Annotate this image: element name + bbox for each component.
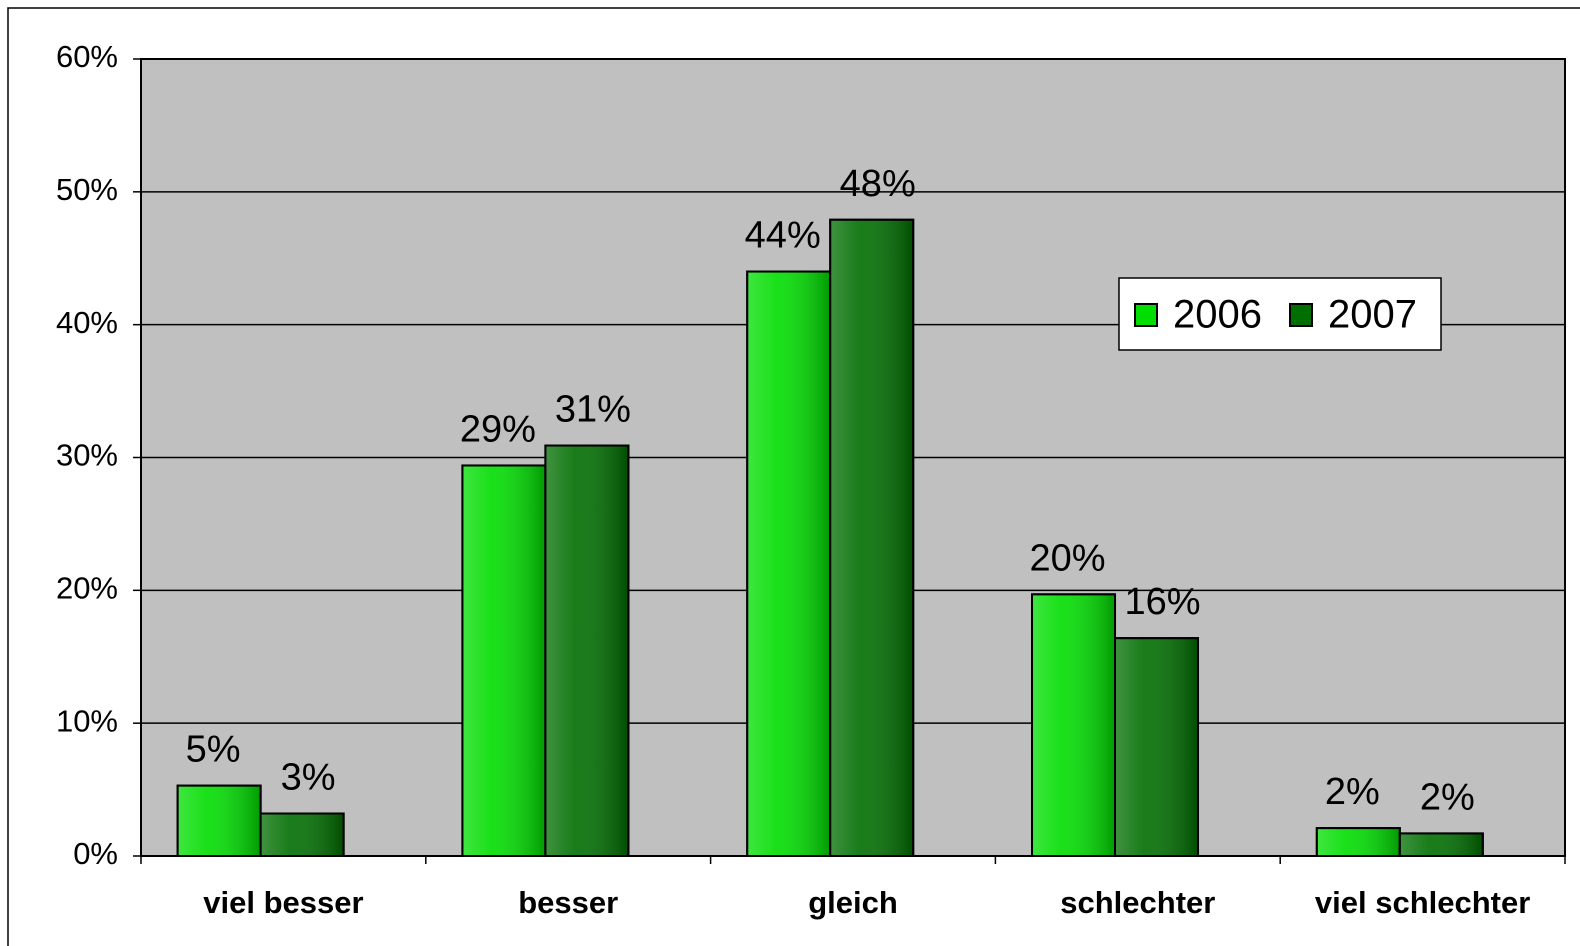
value-label: 2% xyxy=(1325,771,1380,813)
y-tick-label: 50% xyxy=(56,172,118,207)
y-tick-label: 60% xyxy=(56,39,118,74)
x-tick-label: besser xyxy=(518,885,618,920)
bar-shade xyxy=(1398,832,1484,858)
bar-shade xyxy=(544,444,630,857)
value-label: 2% xyxy=(1420,776,1475,818)
y-tick-label: 40% xyxy=(56,305,118,340)
value-label: 48% xyxy=(840,163,916,205)
y-tick-label: 20% xyxy=(56,571,118,606)
value-label: 5% xyxy=(186,729,241,771)
bar-shade xyxy=(746,270,832,857)
value-label: 44% xyxy=(745,215,821,257)
bar-shade xyxy=(1031,593,1117,858)
y-tick-label: 0% xyxy=(73,836,118,871)
frame xyxy=(7,7,1580,946)
x-tick-label: gleich xyxy=(808,885,898,920)
y-tick-label: 10% xyxy=(56,703,118,738)
value-label: 31% xyxy=(555,389,631,431)
value-label: 3% xyxy=(281,757,336,799)
legend-swatch xyxy=(1134,303,1158,327)
value-label: 20% xyxy=(1029,537,1105,579)
x-tick-label: viel schlechter xyxy=(1315,885,1530,920)
bar-shade xyxy=(829,218,915,857)
legend-label: 2006 xyxy=(1173,293,1262,337)
bar-shade xyxy=(461,464,547,857)
value-label: 16% xyxy=(1124,581,1200,623)
value-label: 29% xyxy=(460,409,536,451)
x-tick-label: viel besser xyxy=(203,885,363,920)
bar-shade xyxy=(1114,637,1200,857)
legend-swatch xyxy=(1289,303,1313,327)
bar-shade xyxy=(1315,827,1401,857)
bar-shade xyxy=(259,812,345,858)
y-tick-label: 30% xyxy=(56,438,118,473)
legend-label: 2007 xyxy=(1328,293,1417,337)
bar-shade xyxy=(176,784,262,857)
legend-box xyxy=(1118,277,1442,351)
x-tick-label: schlechter xyxy=(1060,885,1215,920)
